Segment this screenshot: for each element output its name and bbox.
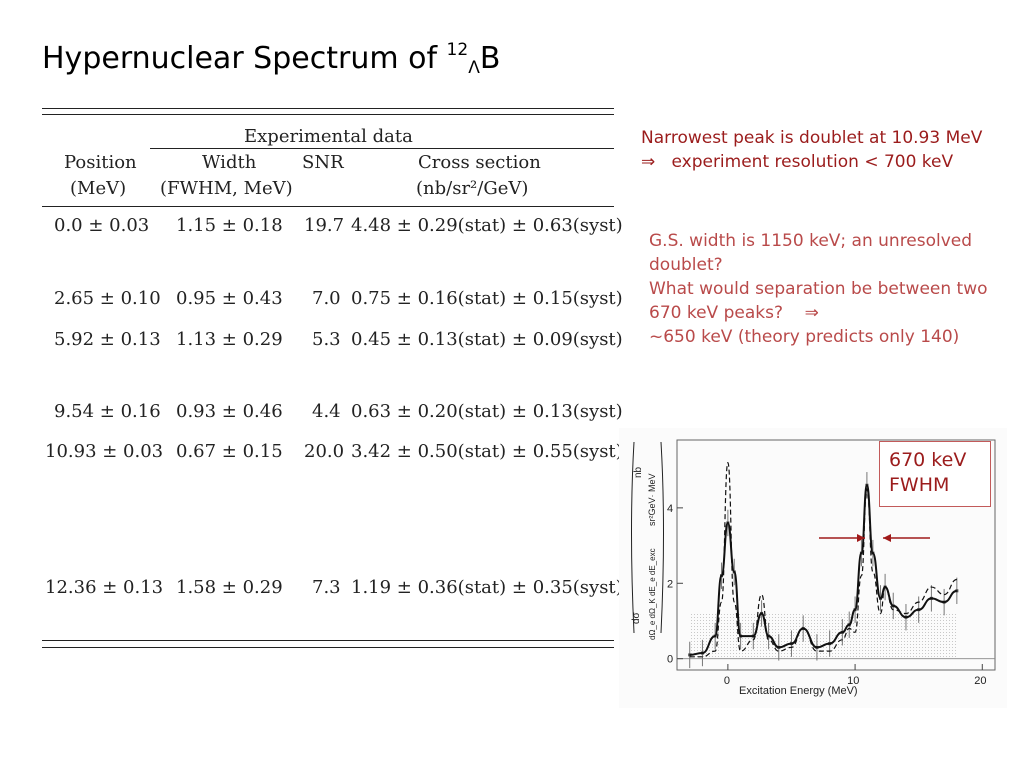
cell-cross-section: 0.63 ± 0.20(stat) ± 0.13(syst): [351, 401, 623, 422]
cell-snr: 7.3: [312, 577, 341, 598]
cell-position: 5.92 ± 0.13: [54, 329, 161, 350]
cell-width: 0.93 ± 0.46: [176, 401, 283, 422]
note-narrowest-peak: Narrowest peak is doublet at 10.93 MeV: [641, 128, 983, 148]
note-ground-state: G.S. width is 1150 keV; an unresolved do…: [649, 229, 999, 349]
cell-position: 9.54 ± 0.16: [54, 401, 161, 422]
table-top-rule: [42, 108, 614, 109]
fwhm-callout: 670 keV FWHM: [879, 441, 991, 507]
x-tick-label: 10: [847, 675, 859, 687]
y-axis-label-nb: nb: [633, 466, 644, 478]
cell-position: 0.0 ± 0.03: [54, 215, 150, 236]
page-title: Hypernuclear Spectrum of 12ΛB: [42, 40, 500, 78]
title-main: Hypernuclear Spectrum of: [42, 41, 447, 76]
cell-width: 1.13 ± 0.29: [176, 329, 283, 350]
x-tick-label: 20: [974, 675, 986, 687]
col-header-position-unit: (MeV): [70, 178, 127, 199]
callout-line1: 670 keV: [889, 449, 967, 471]
cell-position: 2.65 ± 0.10: [54, 288, 161, 309]
cell-cross-section: 4.48 ± 0.29(stat) ± 0.63(syst): [351, 215, 623, 236]
x-tick-label: 0: [724, 675, 730, 687]
cell-position: 10.93 ± 0.03: [45, 441, 164, 462]
y-axis-label-differentials: dΩ_e dΩ_K dE_e dE_exc: [648, 548, 657, 640]
col-header-position: Position: [64, 152, 137, 173]
implies-arrow-icon: ⇒: [641, 152, 656, 172]
cell-cross-section: 0.45 ± 0.13(stat) ± 0.09(syst): [351, 329, 623, 350]
cell-cross-section: 3.42 ± 0.50(stat) ± 0.55(syst): [351, 441, 623, 462]
y-axis-label-units: sr²GeV· MeV: [647, 473, 657, 526]
header-rule: [42, 206, 614, 207]
cell-snr: 5.3: [312, 329, 341, 350]
cell-width: 0.95 ± 0.43: [176, 288, 283, 309]
col-header-cross-section-unit: (nb/sr²/GeV): [416, 178, 529, 199]
plot-frame: [676, 439, 996, 671]
cell-width: 1.58 ± 0.29: [176, 577, 283, 598]
callout-line2: FWHM: [889, 474, 950, 496]
group-header: Experimental data: [244, 126, 413, 147]
title-mass-number: 12: [446, 40, 469, 60]
fwhm-arrowhead-left: [857, 534, 865, 542]
col-header-width: Width: [202, 152, 257, 173]
cell-width: 1.15 ± 0.18: [176, 215, 283, 236]
cell-position: 12.36 ± 0.13: [45, 577, 164, 598]
fit-curve-dashed: [689, 462, 957, 658]
y-axis-label-dsigma: dσ: [631, 611, 642, 624]
implies-arrow-icon: ⇒: [804, 303, 819, 323]
note-separation-text: What would separation be between two 670…: [649, 279, 988, 323]
data-point: [688, 653, 692, 657]
cell-width: 0.67 ± 0.15: [176, 441, 283, 462]
note-separation-answer: ~650 keV (theory predicts only 140): [649, 327, 960, 347]
table-bottom-rule: [42, 640, 614, 641]
title-element: B: [479, 41, 501, 76]
fwhm-arrowhead-right: [883, 534, 891, 542]
col-header-snr: SNR: [302, 152, 344, 173]
note-separation-question: What would separation be between two 670…: [649, 277, 999, 325]
col-header-width-unit: (FWHM, MeV): [160, 178, 293, 199]
table-top-rule-2: [42, 114, 614, 115]
cell-cross-section: 0.75 ± 0.16(stat) ± 0.15(syst): [351, 288, 623, 309]
table-bottom-rule-2: [42, 647, 614, 648]
note-resolution-line: ⇒ experiment resolution < 700 keV: [641, 150, 1019, 174]
y-axis-bracket-right: [660, 441, 664, 634]
group-header-rule: [150, 148, 614, 149]
note-resolution: Narrowest peak is doublet at 10.93 MeV ⇒…: [641, 126, 1019, 174]
note-resolution-text: experiment resolution < 700 keV: [671, 152, 954, 172]
cell-snr: 4.4: [312, 401, 341, 422]
background-band: [689, 613, 957, 659]
cell-snr: 19.7: [304, 215, 345, 236]
y-tick-label: 4: [667, 503, 673, 515]
cell-snr: 7.0: [312, 288, 341, 309]
x-axis-label: Excitation Energy (MeV): [739, 685, 858, 697]
col-header-cross-section: Cross section: [418, 152, 541, 173]
title-lambda: Λ: [468, 58, 480, 78]
experimental-data-table: Experimental data Position (MeV) Width (…: [42, 104, 623, 654]
cell-snr: 20.0: [304, 441, 345, 462]
y-tick-label: 0: [667, 654, 673, 666]
spectrum-plot-svg: 0 10 20 0 2 4 Excitation Energy (MeV) nb sr²G…: [631, 439, 996, 697]
y-tick-label: 2: [667, 578, 673, 590]
note-gs-width: G.S. width is 1150 keV; an unresolved do…: [649, 231, 973, 275]
cell-cross-section: 1.19 ± 0.36(stat) ± 0.35(syst): [351, 577, 623, 598]
y-axis-bracket-left: [631, 441, 635, 634]
